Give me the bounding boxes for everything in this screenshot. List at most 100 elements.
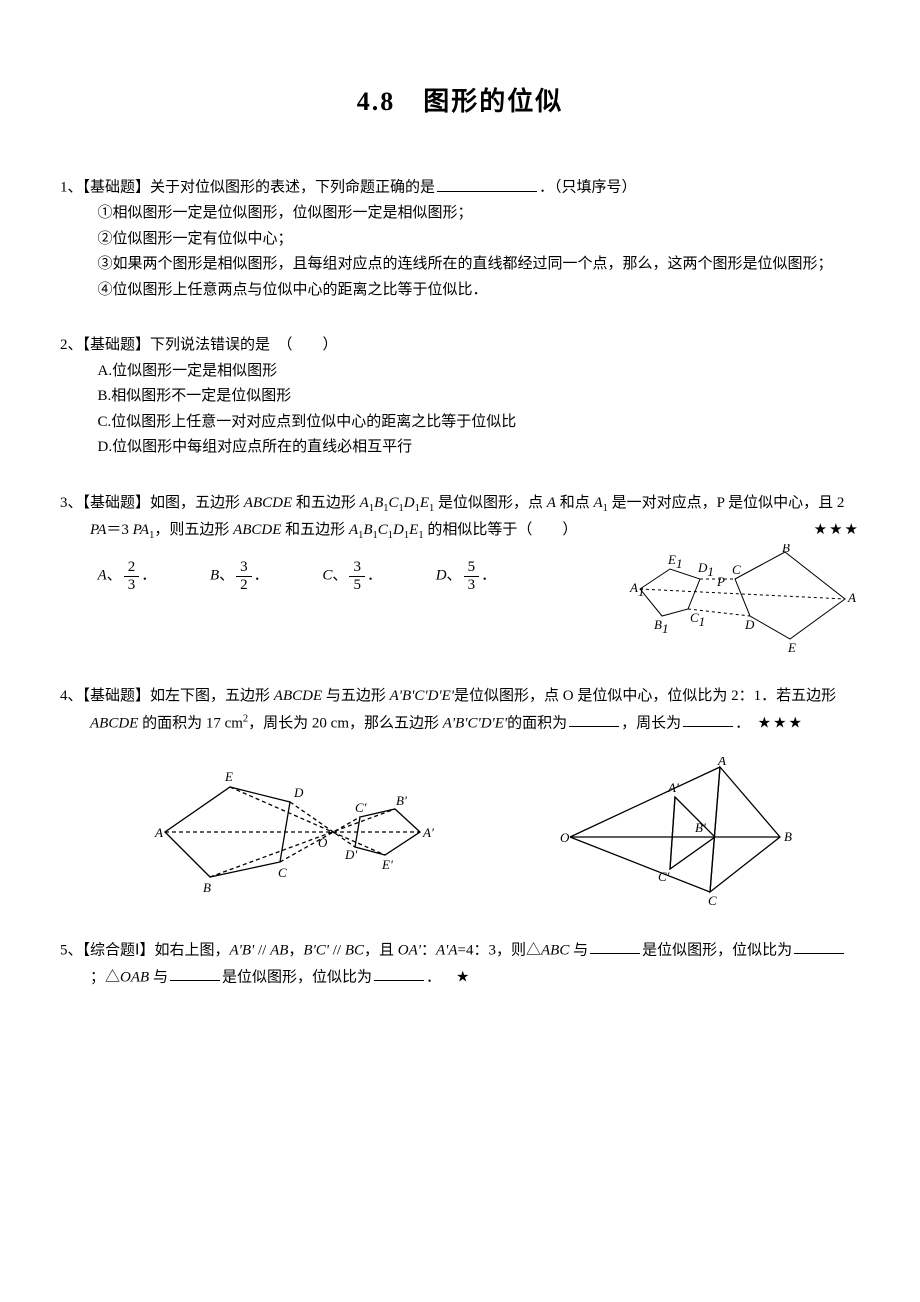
q2-num: 2、: [60, 337, 83, 353]
q1-tag: 【基础题】: [83, 180, 151, 196]
t: //: [254, 942, 270, 958]
t: OAB: [120, 969, 149, 985]
q3-opt-b: B、32．: [210, 559, 269, 593]
svg-text:C': C': [658, 869, 670, 884]
q4-tag: 【基础题】: [83, 688, 151, 704]
q2-b: B.相似图形不一定是位似图形: [60, 384, 860, 410]
t: B'C': [303, 942, 329, 958]
svg-text:B: B: [784, 829, 792, 844]
svg-text:C: C: [278, 865, 287, 880]
q5-num: 5、: [60, 942, 83, 958]
q5-blank-4[interactable]: [374, 964, 424, 982]
q4-blank-1[interactable]: [569, 710, 619, 728]
q1-opt3: ③如果两个图形是相似图形，且每组对应点的连线所在的直线都经过同一个点，那么，这两…: [60, 252, 860, 278]
t: PA1: [133, 522, 155, 538]
t: ABC: [541, 942, 569, 958]
svg-text:O: O: [318, 835, 328, 850]
q5-star: ★: [456, 969, 471, 985]
svg-text:E: E: [224, 769, 233, 784]
q4-stars: ★★★: [758, 715, 804, 731]
svg-text:A: A: [847, 590, 856, 605]
q4-num: 4、: [60, 688, 83, 704]
t: =4：3，则△: [458, 942, 541, 958]
t: 如右上图，: [154, 942, 229, 958]
t: 如左下图，五边形: [150, 688, 274, 704]
q5-blank-2[interactable]: [794, 937, 844, 955]
t: 是位似图形，位似比为: [642, 942, 792, 958]
question-3: 3、【基础题】如图，五边形 ABCDE 和五边形 A1B1C1D1E1 是位似图…: [60, 491, 860, 655]
t: ，且: [364, 942, 398, 958]
svg-text:C': C': [355, 800, 367, 815]
q3-opt-a: A、23．: [98, 559, 157, 593]
t: ；△: [90, 969, 120, 985]
svg-text:D: D: [744, 617, 755, 632]
q4-figure-left: A B C D E O A' B' C' D' E': [150, 757, 450, 907]
q2-stem: 下列说法错误的是 （ ）: [150, 337, 338, 353]
q1-blank[interactable]: [437, 174, 537, 192]
q1-num: 1、: [60, 180, 83, 196]
svg-text:D': D': [344, 847, 357, 862]
t: 是位似图形，点 O 是位似中心，位似比为 2：1．若五边形: [454, 688, 836, 704]
page-title: 4.8 图形的位似: [60, 80, 860, 124]
t: ＝: [106, 522, 121, 538]
svg-text:A1: A1: [629, 580, 644, 599]
svg-text:P: P: [716, 574, 725, 589]
t: 3: [121, 522, 132, 538]
t: A'B'C'D'E': [390, 688, 454, 704]
t: ABCDE: [244, 495, 292, 511]
svg-text:B': B': [396, 793, 407, 808]
t: 的相似比等于（ ）: [424, 522, 578, 538]
svg-text:A: A: [717, 757, 726, 768]
t: ，周长为 20 cm，那么五边形: [248, 715, 443, 731]
t: A1B1C1D1E1: [360, 495, 435, 511]
t: OA': [398, 942, 421, 958]
q1-opt2: ②位似图形一定有位似中心；: [60, 227, 860, 253]
t: ，: [288, 942, 303, 958]
t: 与: [149, 969, 168, 985]
svg-text:B: B: [782, 544, 790, 555]
svg-text:A': A': [667, 780, 679, 795]
svg-text:C: C: [732, 562, 741, 577]
t: A'B': [229, 942, 254, 958]
svg-text:B: B: [203, 880, 211, 895]
t: 与: [569, 942, 588, 958]
svg-text:C: C: [708, 893, 717, 907]
t: //: [329, 942, 345, 958]
t: BC: [345, 942, 364, 958]
t: 和点: [556, 495, 594, 511]
q4-blank-2[interactable]: [683, 710, 733, 728]
question-4: 4、【基础题】如左下图，五边形 ABCDE 与五边形 A'B'C'D'E'是位似…: [60, 684, 860, 907]
svg-text:B1: B1: [654, 617, 668, 636]
t: A1B1C1D1E1: [349, 522, 424, 538]
q1-stem-b: ．（只填序号）: [539, 180, 637, 196]
t: 的面积为: [507, 715, 567, 731]
svg-text:D1: D1: [697, 560, 714, 579]
t: A'A: [436, 942, 458, 958]
question-1: 1、【基础题】关于对位似图形的表述，下列命题正确的是．（只填序号） ①相似图形一…: [60, 174, 860, 303]
q3-stars: ★★★: [844, 518, 860, 544]
t: A: [547, 495, 556, 511]
q3-num: 3、: [60, 495, 83, 511]
t: AB: [270, 942, 288, 958]
t: 与五边形: [322, 688, 390, 704]
t: 和五边形: [292, 495, 360, 511]
svg-text:O: O: [560, 830, 570, 845]
t: ABCDE: [90, 715, 138, 731]
q5-blank-3[interactable]: [170, 964, 220, 982]
q4-figure-right: O A B C A' B' C': [550, 757, 810, 907]
svg-text:A: A: [154, 825, 163, 840]
t: 如图，五边形: [150, 495, 244, 511]
svg-text:E: E: [787, 640, 796, 654]
q5-blank-1[interactable]: [590, 937, 640, 955]
q1-opt1: ①相似图形一定是位似图形，位似图形一定是相似图形；: [60, 201, 860, 227]
t: ，周长为: [621, 715, 681, 731]
svg-text:E': E': [381, 857, 393, 872]
t: 是位似图形，位似比为: [222, 969, 372, 985]
q3-opt-c: C、35．: [322, 559, 382, 593]
q3-opt-d: D、53．: [436, 559, 496, 593]
t: ABCDE: [274, 688, 322, 704]
q1-opt4: ④位似图形上任意两点与位似中心的距离之比等于位似比．: [60, 278, 860, 304]
q2-a: A.位似图形一定是相似图形: [60, 359, 860, 385]
t: 是一对对应点，P 是位似中心，且 2: [608, 495, 845, 511]
q2-d: D.位似图形中每组对应点所在的直线必相互平行: [60, 435, 860, 461]
